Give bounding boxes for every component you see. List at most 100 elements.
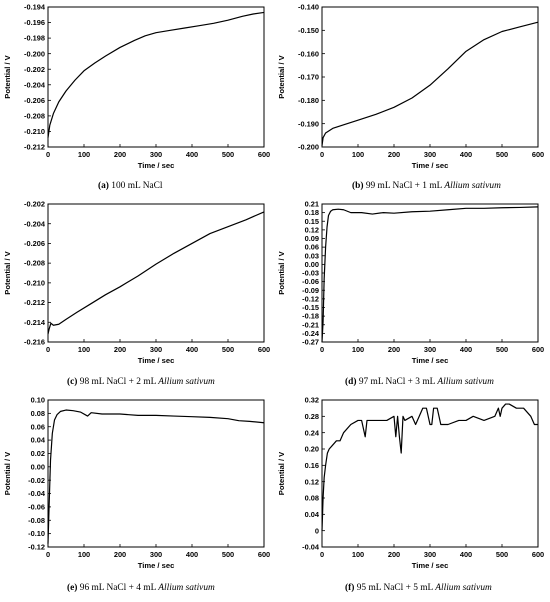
panel-e: 0.10 0.08 0.06 0.04 0.02 0.00 -0.02 -0.04 -0.06 -… <box>3 396 270 570</box>
x-tick-label-d: 200 <box>388 345 400 354</box>
y-tick-label-b: -0.160 <box>298 49 319 58</box>
x-tick-label-f: 100 <box>352 550 364 559</box>
y-tick-label-d: -0.21 <box>302 320 319 329</box>
y-tick-label-d: 0.18 <box>305 208 319 217</box>
y-tick-label-d: -0.27 <box>302 338 319 347</box>
caption-e-text: 96 mL NaCl + 4 mL <box>79 583 159 593</box>
caption-e: (e) 96 mL NaCl + 4 mL Allium sativum <box>67 583 215 593</box>
y-tick-label-f: 0 <box>315 526 319 535</box>
y-tick-label-b: -0.140 <box>298 3 319 12</box>
y-tick-label-d: -0.15 <box>302 303 319 312</box>
y-tick-label-e: 0.10 <box>31 396 45 405</box>
y-tick-label-d: 0.15 <box>305 217 319 226</box>
x-tick-label-d: 0 <box>320 345 324 354</box>
y-tick-label-f: 0.16 <box>305 461 319 470</box>
y-tick-label-f: -0.04 <box>302 543 320 552</box>
y-tick-label-e: 0.04 <box>31 436 46 445</box>
caption-c-text: 98 mL NaCl + 2 mL <box>79 377 159 387</box>
y-tick-label-d: -0.09 <box>302 286 319 295</box>
plot-frame-d <box>321 203 539 343</box>
caption-f-text: 95 mL NaCl + 5 mL <box>356 583 436 593</box>
caption-c-letter: (c) <box>67 377 78 387</box>
series-line-f <box>321 403 538 531</box>
x-tick-label-d: 400 <box>460 345 472 354</box>
y-tick-label-e: 0.02 <box>31 449 45 458</box>
caption-f-letter: (f) <box>345 583 355 593</box>
x-tick-label-b: 600 <box>532 150 544 159</box>
y-tick-label-c: -0.206 <box>24 239 45 248</box>
x-tick-label-a: 500 <box>222 150 234 159</box>
x-tick-label-c: 400 <box>186 345 198 354</box>
caption-c-italic: Allium sativum <box>158 377 215 387</box>
x-tick-label-c: 0 <box>46 345 50 354</box>
y-tick-label-c: -0.204 <box>24 219 46 228</box>
x-tick-label-b: 300 <box>424 150 436 159</box>
y-tick-label-b: -0.150 <box>298 26 319 35</box>
x-tick-label-f: 0 <box>320 550 324 559</box>
y-tick-label-a: -0.200 <box>24 49 45 58</box>
x-tick-label-c: 300 <box>150 345 162 354</box>
caption-b-letter: (b) <box>352 181 364 191</box>
y-tick-label-f: 0.20 <box>305 445 319 454</box>
x-tick-label-b: 500 <box>496 150 508 159</box>
y-tick-label-a: -0.194 <box>24 3 46 12</box>
y-tick-label-a: -0.204 <box>24 80 46 89</box>
y-tick-label-f: 0.04 <box>305 510 320 519</box>
caption-d-italic: Allium sativum <box>437 377 494 387</box>
y-tick-label-f: 0.28 <box>305 412 319 421</box>
y-tick-label-b: -0.190 <box>298 119 319 128</box>
y-tick-label-f: 0.08 <box>305 494 319 503</box>
x-tick-label-f: 500 <box>496 550 508 559</box>
y-tick-label-d: 0.21 <box>305 200 319 209</box>
panel-c: -0.202 -0.204 -0.206 -0.208 -0.210 -0.212 -0.2… <box>3 200 270 365</box>
y-tick-label-e: -0.04 <box>28 489 46 498</box>
x-tick-label-c: 100 <box>78 345 90 354</box>
y-tick-label-a: -0.208 <box>24 111 45 120</box>
x-tick-label-a: 0 <box>46 150 50 159</box>
x-tick-label-f: 200 <box>388 550 400 559</box>
x-tick-label-e: 200 <box>114 550 126 559</box>
x-tick-label-f: 400 <box>460 550 472 559</box>
x-tick-label-c: 500 <box>222 345 234 354</box>
x-tick-label-a: 200 <box>114 150 126 159</box>
y-axis-title-b: Potential / V <box>277 54 286 98</box>
y-tick-label-e: 0.06 <box>31 422 45 431</box>
x-tick-label-c: 200 <box>114 345 126 354</box>
x-axis-title-e: Time / sec <box>138 561 175 570</box>
x-tick-label-a: 100 <box>78 150 90 159</box>
series-line-e <box>47 409 265 544</box>
panel-f: 0.320.280.240.200.160.120.080.040-0.040 1… <box>277 396 544 570</box>
x-axis-title-a: Time / sec <box>138 161 175 170</box>
panel-a: -0.194 -0.196 -0.198 -0.200 -0.202 -0.204 -0.2… <box>3 3 270 170</box>
x-tick-label-b: 100 <box>352 150 364 159</box>
y-tick-label-c: -0.214 <box>24 318 46 327</box>
x-tick-label-a: 400 <box>186 150 198 159</box>
y-tick-label-e: -0.10 <box>28 529 45 538</box>
x-tick-label-b: 0 <box>320 150 324 159</box>
x-tick-label-f: 300 <box>424 550 436 559</box>
y-tick-label-c: -0.210 <box>24 278 45 287</box>
x-tick-label-e: 100 <box>78 550 90 559</box>
y-tick-label-e: 0.08 <box>31 409 45 418</box>
caption-a-text: 100 mL NaCl <box>111 181 163 191</box>
panel-d: 0.210.180.150.120.090.060.030.00-0.03-0.… <box>277 200 544 365</box>
caption-a: (a) 100 mL NaCl <box>98 181 163 191</box>
caption-a-letter: (a) <box>98 181 109 191</box>
y-tick-label-d: 0.06 <box>305 243 319 252</box>
y-tick-label-b: -0.170 <box>298 73 319 82</box>
x-axis-title-f: Time / sec <box>412 561 449 570</box>
plot-frame-a <box>47 6 265 148</box>
x-axis-title-d: Time / sec <box>412 356 449 365</box>
caption-f-italic: Allium sativum <box>435 583 492 593</box>
caption-b: (b) 99 mL NaCl + 1 mL Allium sativum <box>352 181 501 191</box>
x-tick-label-a: 600 <box>258 150 270 159</box>
y-tick-label-d: -0.06 <box>302 277 319 286</box>
x-tick-label-e: 0 <box>46 550 50 559</box>
caption-b-italic: Allium sativum <box>444 181 501 191</box>
x-tick-label-e: 400 <box>186 550 198 559</box>
caption-d-letter: (d) <box>345 377 357 387</box>
x-tick-label-d: 100 <box>352 345 364 354</box>
series-line-b <box>321 21 539 146</box>
series-line-c <box>47 211 265 335</box>
